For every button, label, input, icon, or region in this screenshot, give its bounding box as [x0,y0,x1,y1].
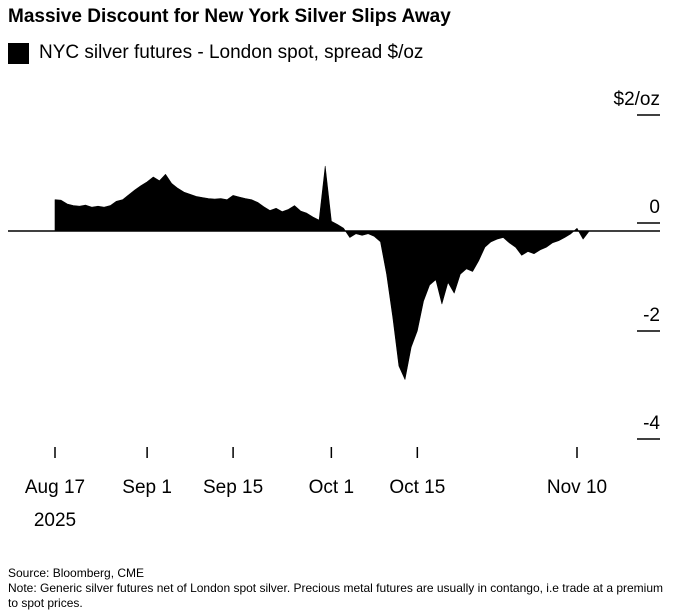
x-tick-label-2: Sep 15 [203,477,263,498]
chart-footer: Source: Bloomberg, CME Note: Generic sil… [8,566,673,611]
source-note: Source: Bloomberg, CME [8,566,145,580]
y-tick-label-1: 0 [649,197,660,218]
chart-title: Massive Discount for New York Silver Sli… [8,6,451,27]
x-tick-label-3: Oct 1 [309,477,354,498]
y-tick-label-0: $2/oz [614,89,660,110]
x-tick-label-1: Sep 1 [122,477,172,498]
x-tick-label-5: Nov 10 [547,477,607,498]
series-area-0 [54,165,590,380]
x-tick-label-4: Oct 15 [389,477,445,498]
x-tick-sublabel-0: 2025 [34,510,76,531]
y-tick-label-2: -2 [643,305,660,326]
legend-swatch [8,42,29,64]
y-tick-label-3: -4 [643,413,660,434]
chart-area: $2/oz 0 -2 -4 Aug 17 2025 Sep 1 Sep 15 Oct 1 Oct … [8,89,660,531]
x-tick-label-0: Aug 17 [25,477,85,498]
legend: NYC silver futures - London spot, spread… [8,42,423,64]
footnote: Note: Generic silver futures net of Lond… [8,581,664,610]
legend-label: NYC silver futures - London spot, spread… [39,42,424,63]
